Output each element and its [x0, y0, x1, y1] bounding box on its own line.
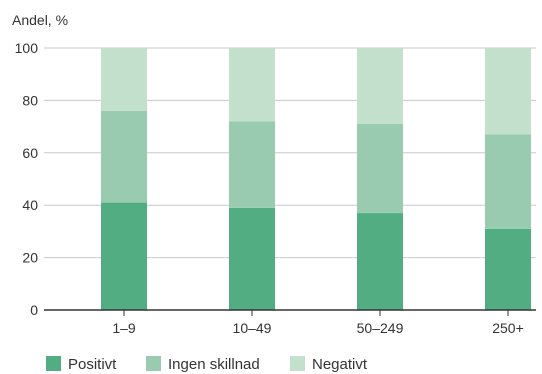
x-tick-label: 50–249	[357, 320, 404, 336]
bars	[101, 48, 531, 310]
bar-segment-positivt	[357, 213, 403, 310]
y-axis-title: Andel, %	[12, 12, 68, 28]
legend-swatch	[146, 356, 161, 371]
y-tick-label: 20	[22, 250, 38, 266]
bar-segment-ingen-skillnad	[485, 134, 531, 229]
legend-label: Positivt	[68, 356, 117, 373]
legend-swatch	[46, 356, 61, 371]
legend: Positivt Ingen skillnad Negativt	[46, 356, 368, 373]
bar-segment-negativt	[101, 48, 147, 111]
y-tick-label: 60	[22, 145, 38, 161]
x-tick-label: 250+	[492, 320, 524, 336]
bar-segment-ingen-skillnad	[229, 121, 275, 208]
x-tick-label: 10–49	[233, 320, 272, 336]
axes: 0 20 40 60 80 100 1–9 10–49 50–249 250+	[15, 40, 536, 336]
legend-label: Ingen skillnad	[168, 356, 260, 373]
y-tick-label: 0	[30, 302, 38, 318]
y-tick-label: 100	[15, 40, 39, 56]
legend-label: Negativt	[312, 356, 368, 373]
bar-segment-negativt	[357, 48, 403, 124]
bar-segment-positivt	[485, 228, 531, 310]
y-tick-label: 80	[22, 92, 38, 108]
bar-segment-negativt	[485, 48, 531, 135]
y-tick-label: 40	[22, 197, 38, 213]
bar-segment-negativt	[229, 48, 275, 122]
x-tick-label: 1–9	[112, 320, 136, 336]
bar-segment-ingen-skillnad	[357, 123, 403, 214]
bar-segment-positivt	[229, 207, 275, 310]
bar-segment-ingen-skillnad	[101, 110, 147, 203]
legend-swatch	[290, 356, 305, 371]
bar-segment-positivt	[101, 202, 147, 310]
